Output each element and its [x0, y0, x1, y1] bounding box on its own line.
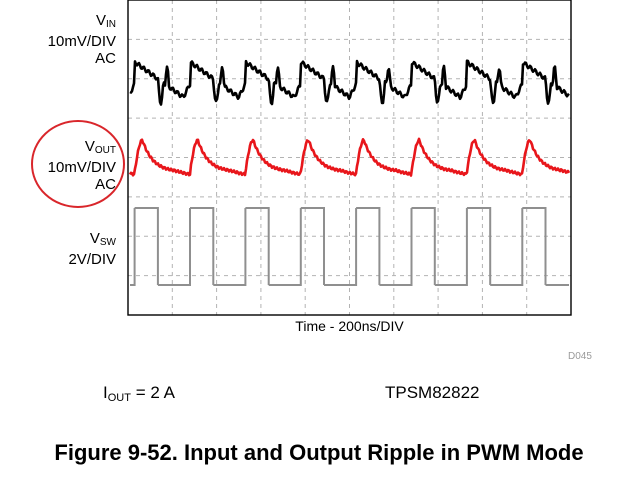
vsw-subscript: SW	[99, 237, 116, 248]
vsw-scale: 2V/DIV	[68, 251, 116, 268]
vsw-trace	[130, 207, 569, 286]
vout-scale: 10mV/DIV	[47, 159, 116, 176]
plot-frame	[127, 0, 572, 316]
vout-trace	[128, 137, 571, 177]
vin-coupling: AC	[95, 50, 116, 67]
vsw-label: VSW 2V/DIV	[68, 230, 116, 268]
x-axis-label: Time - 200ns/DIV	[295, 318, 404, 334]
vsw-symbol: V	[89, 230, 100, 247]
vin-scale: 10mV/DIV	[47, 33, 116, 50]
iout-subscript: OUT	[107, 392, 131, 404]
vout-subscript: OUT	[94, 145, 116, 156]
vout-highlight-circle	[31, 120, 125, 208]
vout-label: VOUT 10mV/DIV AC	[48, 138, 116, 193]
iout-symbol: I	[103, 383, 108, 402]
part-number: TPSM82822	[385, 383, 480, 402]
vin-symbol: V	[95, 12, 106, 29]
vin-trace	[129, 59, 570, 106]
vout-coupling: AC	[95, 176, 116, 193]
vin-label: VIN 10mV/DIV AC	[48, 12, 116, 67]
figure-caption: Figure 9-52. Input and Output Ripple in …	[54, 440, 584, 465]
iout-value: = 2 A	[130, 383, 175, 402]
vout-symbol: V	[84, 138, 95, 155]
figure-code: D045	[568, 351, 592, 362]
vin-subscript: IN	[106, 19, 116, 30]
plot-grid	[128, 0, 571, 315]
iout-annotation: IOUT = 2 A	[103, 383, 175, 404]
